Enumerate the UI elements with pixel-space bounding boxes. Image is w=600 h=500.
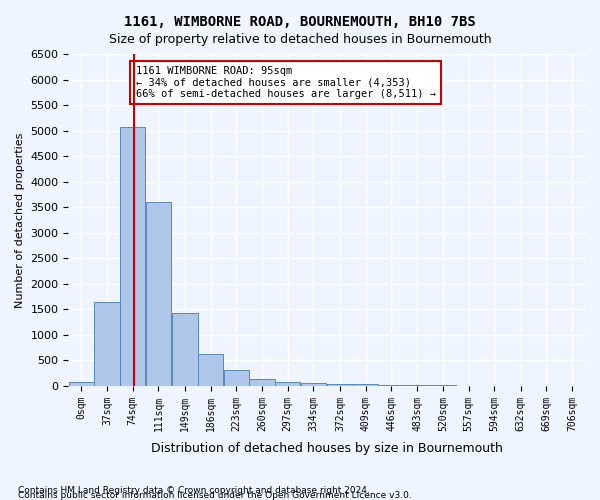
Bar bbox=[353, 384, 379, 386]
Text: Contains HM Land Registry data © Crown copyright and database right 2024.: Contains HM Land Registry data © Crown c… bbox=[18, 486, 370, 495]
Bar bbox=[94, 302, 119, 386]
Bar bbox=[146, 202, 171, 386]
Bar bbox=[327, 384, 353, 386]
X-axis label: Distribution of detached houses by size in Bournemouth: Distribution of detached houses by size … bbox=[151, 442, 503, 455]
Bar bbox=[224, 370, 249, 386]
Bar bbox=[275, 382, 301, 386]
Bar bbox=[404, 385, 430, 386]
Text: Size of property relative to detached houses in Bournemouth: Size of property relative to detached ho… bbox=[109, 32, 491, 46]
Y-axis label: Number of detached properties: Number of detached properties bbox=[15, 132, 25, 308]
Bar bbox=[120, 126, 145, 386]
Bar bbox=[68, 382, 94, 386]
Text: Contains public sector information licensed under the Open Government Licence v3: Contains public sector information licen… bbox=[18, 491, 412, 500]
Text: 1161, WIMBORNE ROAD, BOURNEMOUTH, BH10 7BS: 1161, WIMBORNE ROAD, BOURNEMOUTH, BH10 7… bbox=[124, 15, 476, 29]
Bar bbox=[301, 383, 326, 386]
Bar bbox=[172, 314, 197, 386]
Bar bbox=[198, 354, 223, 386]
Text: 1161 WIMBORNE ROAD: 95sqm
← 34% of detached houses are smaller (4,353)
66% of se: 1161 WIMBORNE ROAD: 95sqm ← 34% of detac… bbox=[136, 66, 436, 99]
Bar bbox=[379, 385, 404, 386]
Bar bbox=[250, 379, 275, 386]
